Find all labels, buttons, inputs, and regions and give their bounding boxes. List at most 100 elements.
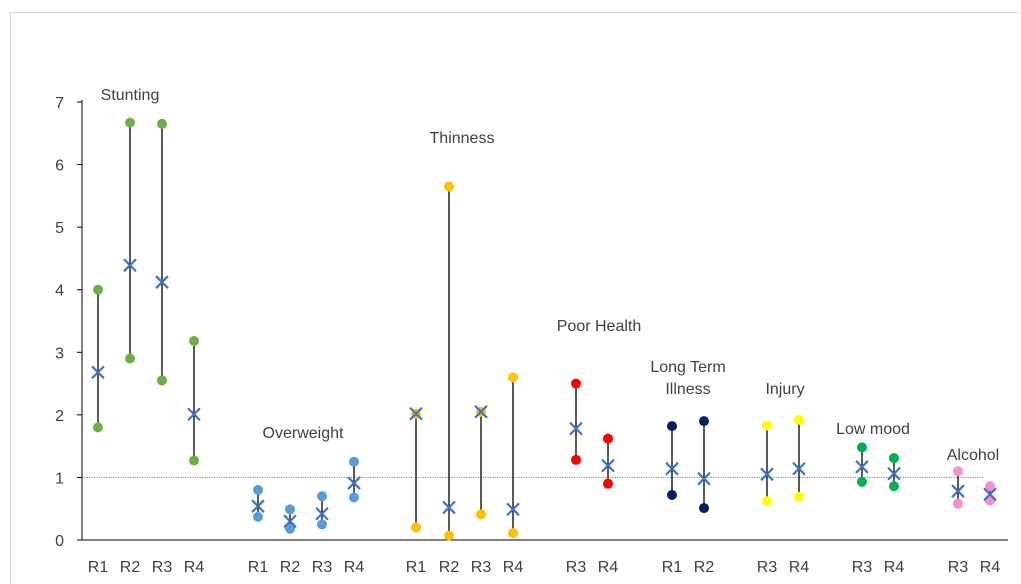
x-category-label: R1 [88, 559, 109, 576]
x-category-label: R1 [662, 559, 683, 576]
ci-item [347, 456, 361, 503]
ci-upper-point [889, 453, 899, 464]
x-category-label: R4 [503, 559, 524, 576]
ci-item [283, 504, 297, 534]
ci-lower-point [603, 478, 613, 489]
ci-upper-point [285, 504, 295, 515]
x-category-label: R2 [694, 559, 715, 576]
ci-upper-point [317, 491, 327, 502]
ci-item [155, 118, 169, 386]
estimate-marker [792, 461, 806, 476]
estimate-marker [283, 514, 297, 529]
x-category-label: R3 [312, 559, 333, 576]
estimate-marker [855, 460, 869, 474]
ci-upper-point [349, 456, 359, 467]
x-category-label: R3 [566, 559, 587, 576]
estimate-marker [187, 407, 201, 422]
estimate-marker [951, 484, 965, 498]
ci-upper-point [157, 118, 167, 129]
chart-marks [91, 117, 997, 541]
group-label: Overweight [263, 425, 344, 442]
estimate-marker [665, 461, 679, 476]
ci-lower-point [857, 476, 867, 487]
ci-upper-point [699, 416, 709, 427]
x-category-label: R4 [598, 559, 619, 576]
group-label: Alcohol [947, 447, 999, 464]
ci-lower-point [253, 511, 263, 522]
y-tick-label: 4 [55, 283, 64, 300]
ci-item [91, 284, 105, 433]
group-stunting [91, 117, 201, 466]
estimate-marker [760, 467, 774, 482]
ci-item [792, 414, 806, 502]
ci-item [474, 404, 488, 520]
ci-item [760, 420, 774, 507]
ci-lower-point [411, 522, 421, 533]
y-axis: 0 1 2 3 4 5 6 7 [55, 95, 1008, 550]
ci-item [187, 336, 201, 466]
ci-upper-point [93, 284, 103, 295]
estimate-marker [155, 275, 169, 289]
ci-lower-point [93, 422, 103, 433]
y-tick-label: 0 [55, 533, 64, 550]
estimate-marker [251, 499, 265, 513]
y-tick-label: 3 [55, 345, 64, 362]
group-label: Long Term [650, 359, 725, 376]
ci-item [697, 416, 711, 514]
x-category-label: R3 [852, 559, 873, 576]
y-tick-label: 5 [55, 220, 64, 237]
ci-item [569, 378, 583, 465]
ci-item [123, 117, 137, 364]
ci-upper-point [444, 181, 454, 192]
group-injury [760, 414, 806, 507]
x-category-label: R3 [757, 559, 778, 576]
y-tick-label: 1 [55, 470, 64, 487]
ci-upper-point [571, 378, 581, 389]
x-category-label: R1 [248, 559, 269, 576]
group-label: Poor Health [557, 318, 642, 335]
estimate-marker [91, 365, 105, 380]
x-category-label: R3 [152, 559, 173, 576]
group-alcohol [951, 466, 997, 509]
group-poor-health [569, 378, 615, 489]
ci-lower-point [476, 509, 486, 520]
x-category-label: R1 [406, 559, 427, 576]
ci-upper-point [667, 421, 677, 432]
group-label: Illness [665, 381, 710, 398]
estimate-marker [315, 506, 329, 521]
x-category-label: R4 [980, 559, 1001, 576]
group-long-term-illness [665, 416, 711, 514]
chart-labels: R1 R2 R3 R4 Stunting R1 R2 R3 R4 Overweight R1 R2 R3… [88, 87, 1001, 576]
ci-item [506, 372, 520, 539]
estimate-marker [887, 466, 901, 481]
x-category-label: R4 [184, 559, 205, 576]
ci-upper-point [762, 420, 772, 431]
group-low-mood [855, 442, 901, 492]
ci-lower-point [699, 503, 709, 514]
ci-upper-point [953, 466, 963, 477]
ci-lower-point [571, 454, 581, 465]
group-label: Injury [765, 381, 804, 398]
ci-item [665, 421, 679, 500]
x-category-label: R3 [471, 559, 492, 576]
estimate-marker [601, 458, 615, 473]
group-label: Stunting [101, 87, 160, 104]
ci-lower-point [285, 523, 295, 534]
ci-lower-point [953, 498, 963, 509]
group-overweight [251, 456, 361, 534]
estimate-marker [442, 500, 456, 515]
x-category-label: R4 [884, 559, 905, 576]
ci-lower-point [444, 530, 454, 541]
group-label: Thinness [430, 130, 495, 147]
x-category-label: R2 [280, 559, 301, 576]
ci-item [887, 453, 901, 492]
ci-item [601, 433, 615, 489]
ci-lower-point [794, 491, 804, 502]
ci-lower-point [508, 528, 518, 539]
x-category-label: R3 [948, 559, 969, 576]
ci-lower-point [189, 455, 199, 466]
estimate-marker [474, 404, 488, 419]
estimate-marker [409, 406, 423, 421]
ci-upper-point [189, 336, 199, 347]
